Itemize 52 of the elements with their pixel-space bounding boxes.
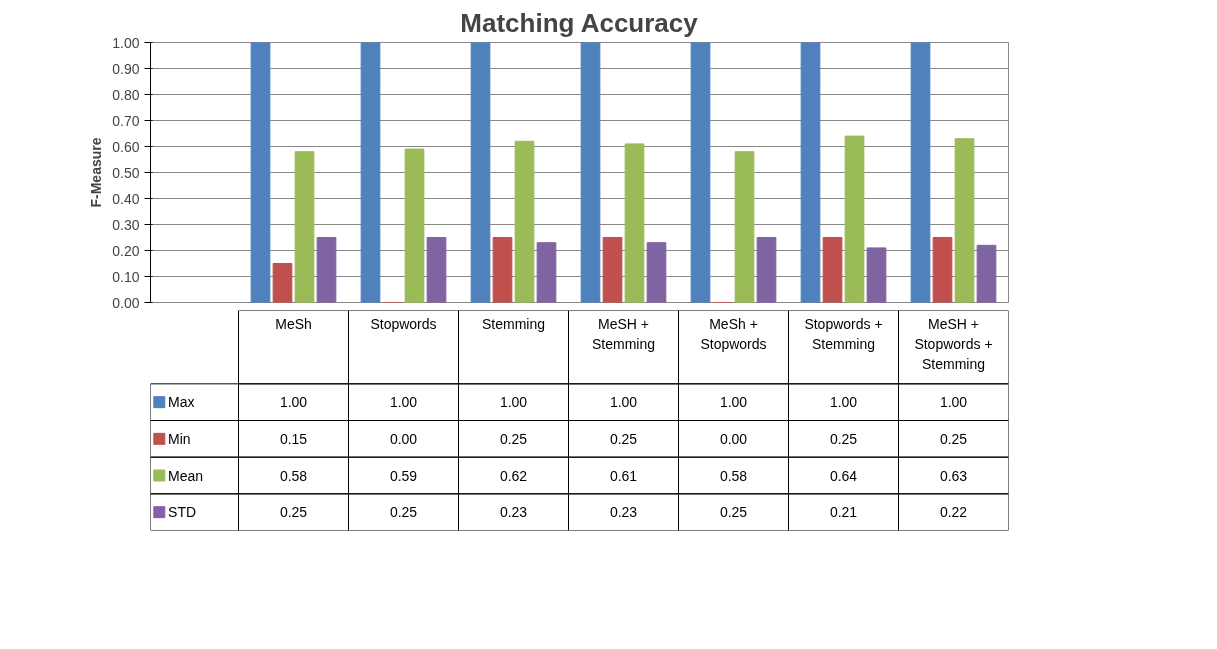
data-label: 0.62 [499,467,528,484]
data-label: 1.00 [389,394,418,411]
legend-label: Min [168,430,191,447]
data-label: 0.58 [279,467,308,484]
x-tick-label: MeSH + Stemming [591,316,656,352]
y-tick-label: 1.00 [112,34,140,51]
data-label: 0.25 [939,430,968,447]
y-tick-label: 0.30 [112,216,140,233]
data-label: 0.25 [719,504,748,521]
data-label: 0.22 [939,504,968,521]
data-label: 0.61 [609,467,638,484]
y-axis-title: F-Measure [88,137,105,208]
data-label: 0.15 [279,430,308,447]
data-label: 1.00 [499,394,528,411]
y-tick-label: 0.40 [112,190,140,207]
data-label: 0.25 [499,430,528,447]
data-label: 0.25 [389,504,418,521]
x-tick-label: MeSH + Stopwords + Stemming [914,316,993,372]
legend-label: Mean [168,467,204,484]
y-tick-label: 0.20 [112,242,140,259]
data-label: 0.00 [389,430,418,447]
x-tick-label: Stopwords [370,316,437,332]
data-label: 0.25 [829,430,858,447]
y-tick-label: 0.80 [112,86,140,103]
data-label: 1.00 [829,394,858,411]
data-label: 1.00 [719,394,748,411]
x-tick-label: MeSh [275,316,312,332]
data-label: 0.64 [829,467,858,484]
legend-label: Max [168,394,195,411]
data-label: 0.63 [939,467,968,484]
y-tick-label: 0.60 [112,138,140,155]
data-label: 0.00 [719,430,748,447]
data-label: 1.00 [609,394,638,411]
data-label: 0.25 [279,504,308,521]
y-tick-label: 0.90 [112,60,140,77]
chart-title: Matching Accuracy [460,7,699,38]
x-tick-label: MeSh + Stopwords [700,316,767,352]
y-tick-label: 0.50 [112,164,140,181]
data-label: 0.59 [389,467,418,484]
legend-label: STD [168,504,197,521]
data-label: 1.00 [939,394,968,411]
data-label: 0.21 [829,504,858,521]
data-label: 0.25 [609,430,638,447]
y-tick-label: 0.70 [112,112,140,129]
data-label: 0.58 [719,467,748,484]
x-tick-label: Stemming [481,316,546,332]
data-label: 0.23 [499,504,528,521]
y-tick-label: 0.00 [112,294,140,311]
data-label: 0.23 [609,504,638,521]
x-tick-label: Stopwords + Stemming [804,316,883,352]
y-tick-label: 0.10 [112,268,140,285]
data-label: 1.00 [279,394,308,411]
